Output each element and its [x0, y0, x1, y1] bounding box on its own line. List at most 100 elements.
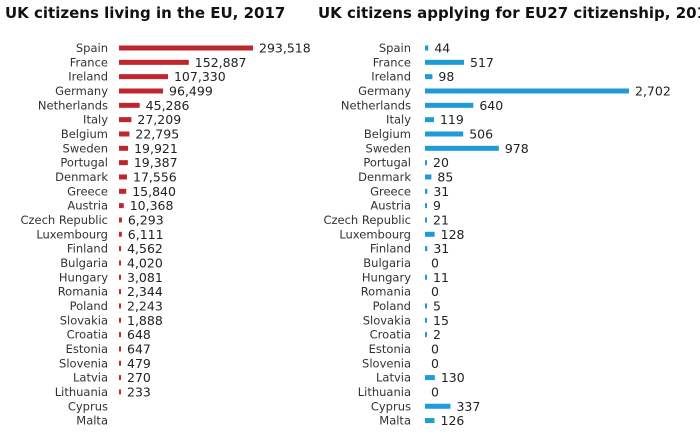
left-bar-netherlands: [119, 102, 140, 108]
right-category-label-spain: Spain: [379, 41, 411, 55]
right-bar-spain: [425, 45, 429, 51]
right-value-label-netherlands: 640: [479, 98, 503, 113]
right-category-label-croatia: Croatia: [370, 328, 411, 342]
left-value-label-latvia: 270: [127, 370, 151, 385]
left-bar-czech-republic: [119, 217, 122, 223]
right-category-label-latvia: Latvia: [376, 371, 411, 385]
left-value-label-czech-republic: 6,293: [128, 212, 164, 227]
right-category-label-cyprus: Cyprus: [371, 399, 411, 413]
right-category-label-france: France: [373, 55, 411, 69]
right-value-label-slovenia: 0: [431, 356, 439, 371]
right-category-label-romania: Romania: [361, 285, 411, 299]
left-category-label-luxembourg: Luxembourg: [36, 227, 108, 241]
right-bar-poland: [425, 303, 427, 309]
right-bar-austria: [425, 203, 427, 209]
right-bar-greece: [425, 188, 428, 194]
left-category-label-germany: Germany: [55, 84, 108, 98]
left-bar-greece: [119, 188, 127, 194]
left-value-label-slovakia: 1,888: [127, 313, 163, 328]
right-category-label-hungary: Hungary: [362, 270, 411, 284]
left-bar-italy: [119, 117, 132, 123]
left-category-label-poland: Poland: [70, 299, 108, 313]
left-category-label-malta: Malta: [76, 414, 108, 428]
right-category-label-finland: Finland: [370, 242, 411, 256]
left-value-label-lithuania: 233: [127, 384, 151, 399]
left-bar-luxembourg: [119, 231, 122, 237]
left-bar-bulgaria: [119, 260, 121, 266]
left-bar-belgium: [119, 131, 130, 137]
right-category-label-malta: Malta: [379, 414, 411, 428]
right-value-label-italy: 119: [440, 112, 464, 127]
right-value-label-malta: 126: [441, 413, 465, 428]
right-category-label-austria: Austria: [370, 199, 411, 213]
left-value-label-bulgaria: 4,020: [127, 255, 163, 270]
right-bar-czech-republic: [425, 217, 427, 223]
left-bar-latvia: [119, 375, 121, 381]
right-chart-title: UK citizens applying for EU27 citizenshi…: [318, 4, 700, 22]
right-category-label-lithuania: Lithuania: [358, 385, 411, 399]
right-category-label-belgium: Belgium: [364, 127, 411, 141]
left-category-label-hungary: Hungary: [59, 270, 108, 284]
right-value-label-bulgaria: 0: [431, 255, 439, 270]
right-value-label-denmark: 85: [437, 169, 453, 184]
left-category-label-croatia: Croatia: [67, 328, 108, 342]
left-value-label-ireland: 107,330: [174, 69, 226, 84]
left-value-label-netherlands: 45,286: [146, 98, 190, 113]
left-category-label-ireland: Ireland: [68, 70, 108, 84]
left-bar-slovenia: [119, 360, 121, 366]
right-value-label-portugal: 20: [433, 155, 449, 170]
right-value-label-estonia: 0: [431, 341, 439, 356]
left-value-label-poland: 2,243: [127, 298, 163, 313]
left-category-label-greece: Greece: [67, 184, 108, 198]
right-bar-sweden: [425, 145, 499, 151]
right-category-label-portugal: Portugal: [363, 156, 411, 170]
left-category-label-portugal: Portugal: [60, 156, 108, 170]
left-value-label-slovenia: 479: [127, 356, 151, 371]
left-bar-ireland: [119, 74, 168, 80]
left-value-label-finland: 4,562: [127, 241, 163, 256]
left-category-label-cyprus: Cyprus: [68, 399, 108, 413]
left-category-label-france: France: [70, 55, 108, 69]
right-bar-malta: [425, 418, 435, 424]
right-bar-belgium: [425, 131, 464, 137]
left-category-label-spain: Spain: [76, 41, 108, 55]
left-value-label-hungary: 3,081: [127, 270, 163, 285]
right-value-label-spain: 44: [434, 41, 450, 56]
left-category-label-latvia: Latvia: [73, 371, 108, 385]
left-category-label-austria: Austria: [67, 199, 108, 213]
right-value-label-greece: 31: [433, 184, 449, 199]
right-value-label-belgium: 506: [469, 126, 493, 141]
right-value-label-slovakia: 15: [433, 313, 449, 328]
left-category-label-lithuania: Lithuania: [55, 385, 108, 399]
left-value-label-estonia: 647: [127, 341, 151, 356]
left-value-label-sweden: 19,921: [134, 141, 178, 156]
right-bar-france: [425, 59, 465, 65]
left-bar-hungary: [119, 274, 121, 280]
left-category-label-estonia: Estonia: [66, 342, 108, 356]
left-bar-portugal: [119, 160, 128, 166]
right-bar-italy: [425, 117, 434, 123]
right-value-label-ireland: 98: [438, 69, 454, 84]
left-value-label-romania: 2,344: [127, 284, 163, 299]
right-value-label-romania: 0: [431, 284, 439, 299]
right-category-label-netherlands: Netherlands: [341, 98, 411, 112]
left-value-label-denmark: 17,556: [133, 169, 177, 184]
left-category-label-bulgaria: Bulgaria: [60, 256, 108, 270]
left-value-label-croatia: 648: [127, 327, 151, 342]
right-category-label-czech-republic: Czech Republic: [323, 213, 411, 227]
right-value-label-poland: 5: [433, 298, 441, 313]
right-bar-hungary: [425, 274, 427, 280]
right-bar-finland: [425, 246, 428, 252]
left-category-label-netherlands: Netherlands: [38, 98, 108, 112]
left-category-label-sweden: Sweden: [63, 141, 108, 155]
left-category-label-finland: Finland: [67, 242, 108, 256]
right-value-label-croatia: 2: [433, 327, 441, 342]
left-category-label-slovakia: Slovakia: [60, 313, 108, 327]
right-category-label-slovakia: Slovakia: [363, 313, 411, 327]
left-bar-spain: [119, 45, 253, 51]
left-bar-france: [119, 59, 189, 65]
left-bar-croatia: [119, 332, 121, 338]
right-value-label-sweden: 978: [505, 141, 529, 156]
left-value-label-germany: 96,499: [169, 83, 213, 98]
left-bar-romania: [119, 289, 121, 295]
